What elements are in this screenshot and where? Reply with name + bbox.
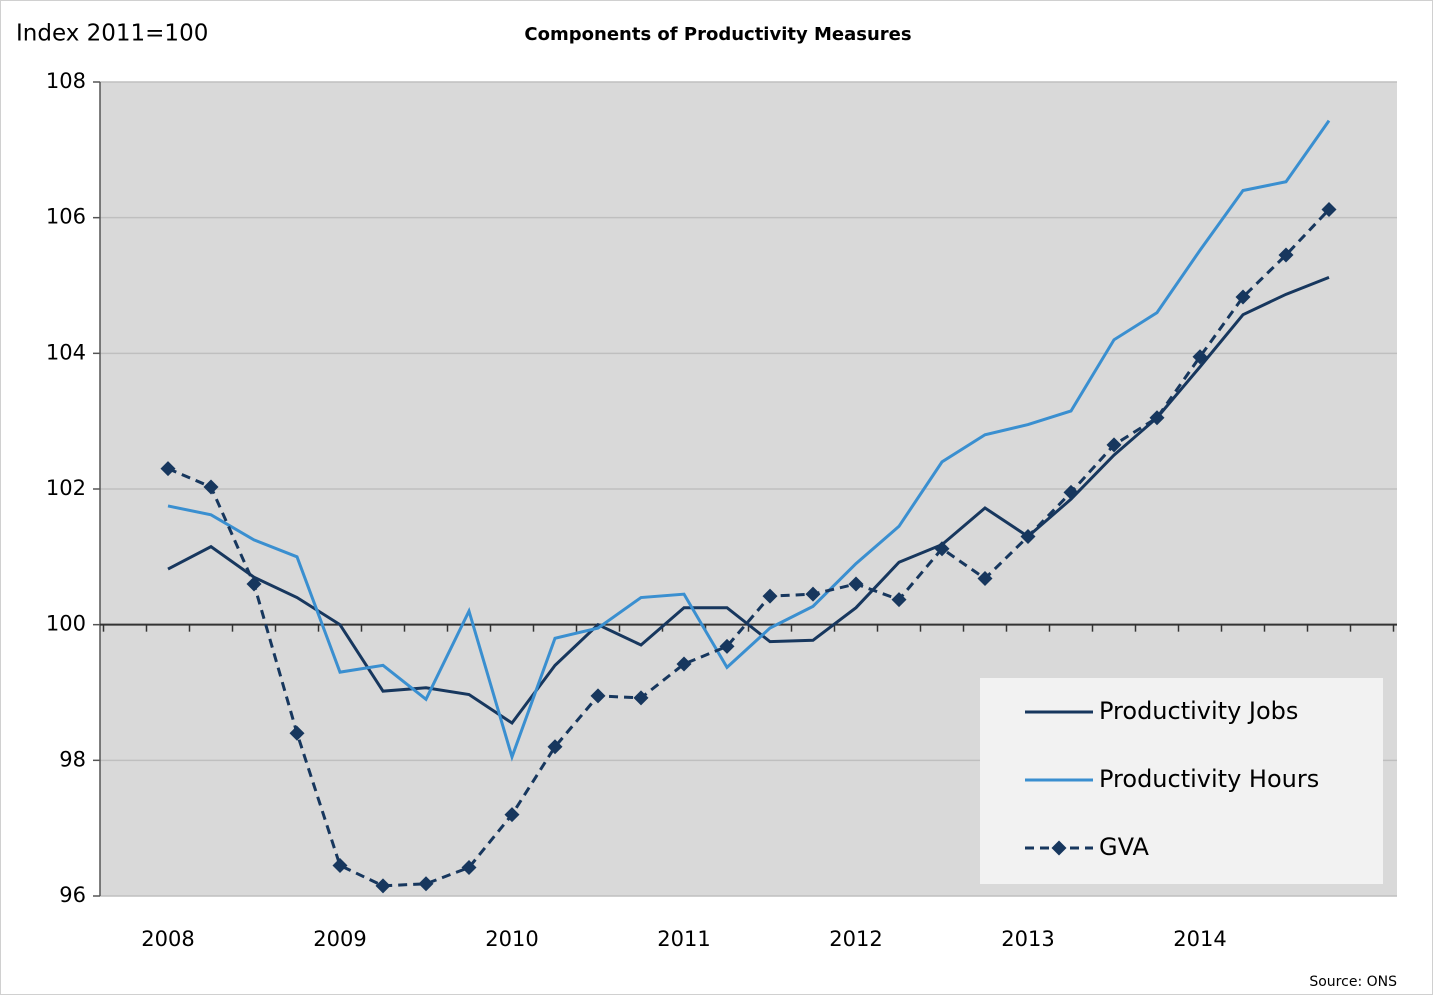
data-point [676, 656, 692, 672]
series-line [167, 275, 1330, 726]
series-line [167, 119, 1331, 762]
data-point [332, 857, 348, 873]
y-tick-label: 100 [46, 612, 86, 636]
data-point [934, 541, 950, 557]
data-point [848, 576, 864, 592]
data-point [246, 576, 262, 592]
data-point [375, 878, 391, 894]
data-point [590, 688, 606, 704]
legend-label: GVA [1099, 833, 1149, 861]
x-tick-label: 2010 [485, 927, 538, 951]
y-tick-label: 104 [46, 340, 86, 364]
data-point [547, 739, 563, 755]
data-point [504, 807, 520, 823]
data-point [1020, 528, 1036, 544]
y-tick-label: 108 [46, 69, 86, 93]
x-tick-label: 2013 [1001, 927, 1054, 951]
data-point [461, 860, 477, 876]
data-point [1149, 410, 1165, 426]
source-note: Source: ONS [1309, 974, 1397, 990]
data-point [203, 479, 219, 495]
y-tick-label: 96 [59, 883, 86, 907]
data-point [1278, 247, 1294, 263]
data-point [977, 571, 993, 587]
data-point [1106, 437, 1122, 453]
y-tick-label: 102 [46, 476, 86, 500]
data-point [762, 588, 778, 604]
legend-label: Productivity Hours [1099, 765, 1319, 793]
data-point [289, 725, 305, 741]
data-point [891, 592, 907, 608]
data-point [1192, 349, 1208, 365]
legend-marker [1051, 840, 1067, 856]
x-tick-label: 2014 [1173, 927, 1226, 951]
data-point [1235, 289, 1251, 305]
y-axis-label: Index 2011=100 [16, 21, 208, 47]
x-tick-label: 2012 [829, 927, 882, 951]
y-tick-label: 106 [46, 205, 86, 229]
data-point [633, 690, 649, 706]
chart-title: Components of Productivity Measures [524, 24, 911, 45]
data-point [1063, 484, 1079, 500]
data-point [805, 586, 821, 602]
data-point [418, 876, 434, 892]
data-point [719, 638, 735, 654]
legend-label: Productivity Jobs [1099, 697, 1298, 725]
data-point [160, 461, 176, 477]
series-line [167, 208, 1331, 888]
y-tick-label: 98 [59, 747, 86, 771]
data-point [1321, 202, 1337, 218]
x-tick-label: 2008 [141, 927, 194, 951]
x-tick-label: 2009 [313, 927, 366, 951]
x-tick-label: 2011 [657, 927, 710, 951]
